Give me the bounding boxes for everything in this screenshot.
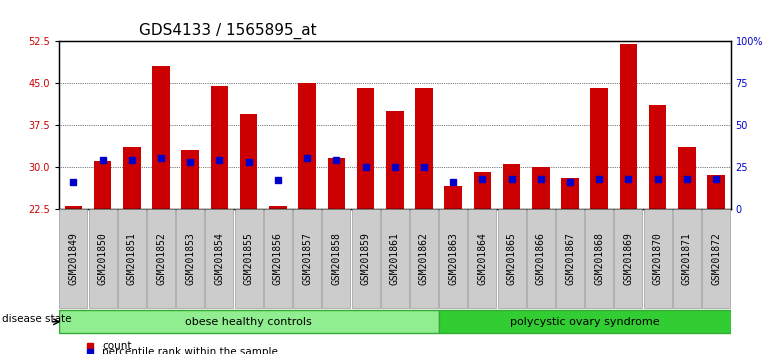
Bar: [416, 88, 433, 209]
Bar: [561, 178, 579, 209]
FancyBboxPatch shape: [89, 209, 117, 308]
Text: GSM201859: GSM201859: [361, 232, 371, 285]
Text: polycystic ovary syndrome: polycystic ovary syndrome: [510, 317, 659, 327]
Text: disease state: disease state: [2, 314, 72, 324]
Text: GSM201851: GSM201851: [127, 232, 137, 285]
FancyBboxPatch shape: [118, 209, 146, 308]
FancyBboxPatch shape: [410, 209, 438, 308]
Bar: [474, 172, 491, 209]
FancyBboxPatch shape: [702, 209, 730, 308]
FancyBboxPatch shape: [673, 209, 701, 308]
Text: GSM201864: GSM201864: [477, 232, 488, 285]
Text: percentile rank within the sample: percentile rank within the sample: [102, 347, 278, 354]
Text: GSM201853: GSM201853: [185, 232, 195, 285]
Bar: [445, 187, 462, 209]
FancyBboxPatch shape: [556, 209, 584, 308]
Text: GSM201862: GSM201862: [419, 232, 429, 285]
FancyBboxPatch shape: [234, 209, 263, 308]
FancyBboxPatch shape: [176, 209, 205, 308]
FancyBboxPatch shape: [498, 209, 525, 308]
Bar: [328, 159, 345, 209]
Bar: [181, 150, 199, 209]
Text: GSM201869: GSM201869: [623, 232, 633, 285]
Text: GSM201850: GSM201850: [98, 232, 107, 285]
Bar: [619, 44, 637, 209]
Bar: [94, 161, 111, 209]
FancyBboxPatch shape: [381, 209, 408, 308]
FancyBboxPatch shape: [585, 209, 613, 308]
FancyBboxPatch shape: [468, 209, 496, 308]
FancyBboxPatch shape: [438, 310, 731, 333]
Bar: [707, 175, 725, 209]
Bar: [357, 88, 374, 209]
Text: GSM201854: GSM201854: [215, 232, 224, 285]
FancyBboxPatch shape: [644, 209, 672, 308]
Text: count: count: [102, 341, 132, 351]
Text: GSM201870: GSM201870: [652, 232, 662, 285]
Bar: [590, 88, 608, 209]
Text: GSM201861: GSM201861: [390, 232, 400, 285]
Text: GSM201868: GSM201868: [594, 232, 604, 285]
FancyBboxPatch shape: [60, 209, 88, 308]
Bar: [503, 164, 521, 209]
Text: GSM201866: GSM201866: [535, 232, 546, 285]
Text: GSM201858: GSM201858: [332, 232, 341, 285]
Text: obese healthy controls: obese healthy controls: [185, 317, 312, 327]
Text: GSM201852: GSM201852: [156, 232, 166, 285]
Bar: [299, 83, 316, 209]
Text: GSM201872: GSM201872: [711, 232, 721, 285]
FancyBboxPatch shape: [615, 209, 642, 308]
FancyBboxPatch shape: [351, 209, 379, 308]
Text: GSM201855: GSM201855: [244, 232, 254, 285]
FancyBboxPatch shape: [59, 310, 438, 333]
Bar: [532, 167, 550, 209]
Bar: [649, 105, 666, 209]
FancyBboxPatch shape: [205, 209, 234, 308]
Text: GSM201867: GSM201867: [565, 232, 575, 285]
FancyBboxPatch shape: [147, 209, 175, 308]
Bar: [678, 147, 695, 209]
FancyBboxPatch shape: [439, 209, 467, 308]
Bar: [240, 114, 257, 209]
Text: GSM201857: GSM201857: [302, 232, 312, 285]
Text: GSM201871: GSM201871: [682, 232, 691, 285]
Text: GDS4133 / 1565895_at: GDS4133 / 1565895_at: [140, 23, 317, 39]
FancyBboxPatch shape: [264, 209, 292, 308]
FancyBboxPatch shape: [527, 209, 555, 308]
FancyBboxPatch shape: [293, 209, 321, 308]
Bar: [386, 111, 404, 209]
Text: GSM201865: GSM201865: [506, 232, 517, 285]
Bar: [64, 206, 82, 209]
FancyBboxPatch shape: [322, 209, 350, 308]
Bar: [152, 66, 170, 209]
Text: GSM201863: GSM201863: [448, 232, 458, 285]
Text: GSM201849: GSM201849: [68, 232, 78, 285]
Bar: [269, 206, 287, 209]
Bar: [123, 147, 140, 209]
Bar: [211, 86, 228, 209]
Text: GSM201856: GSM201856: [273, 232, 283, 285]
